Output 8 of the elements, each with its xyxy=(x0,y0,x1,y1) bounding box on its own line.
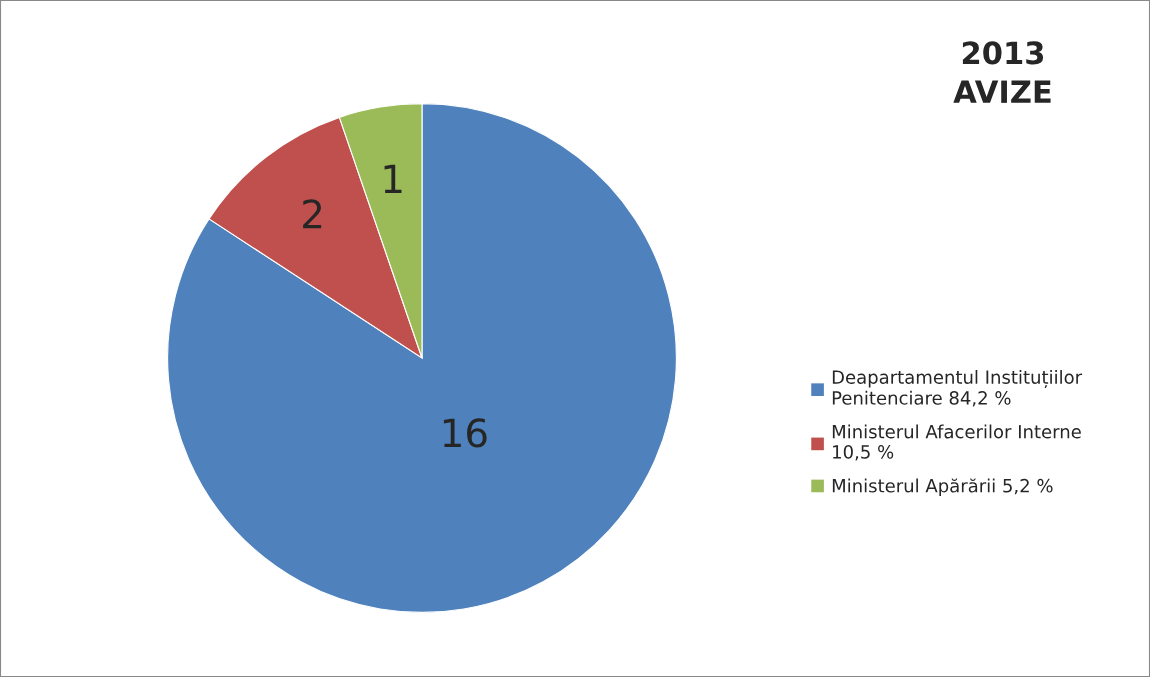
data-label: 16 xyxy=(443,418,487,448)
legend-label: Ministerul Apărării 5,2 % xyxy=(832,478,1053,497)
pie-slice xyxy=(167,103,677,613)
legend-label: Ministerul Afacerilor Interne 10,5 % xyxy=(832,424,1081,461)
chart-title: 2013 AVIZE xyxy=(953,41,1051,103)
data-label: 2 xyxy=(303,199,322,229)
data-label: 1 xyxy=(384,164,402,194)
legend-label: Deapartamentul Instituțiilor Penitenciare 84,2 % xyxy=(832,369,1083,407)
